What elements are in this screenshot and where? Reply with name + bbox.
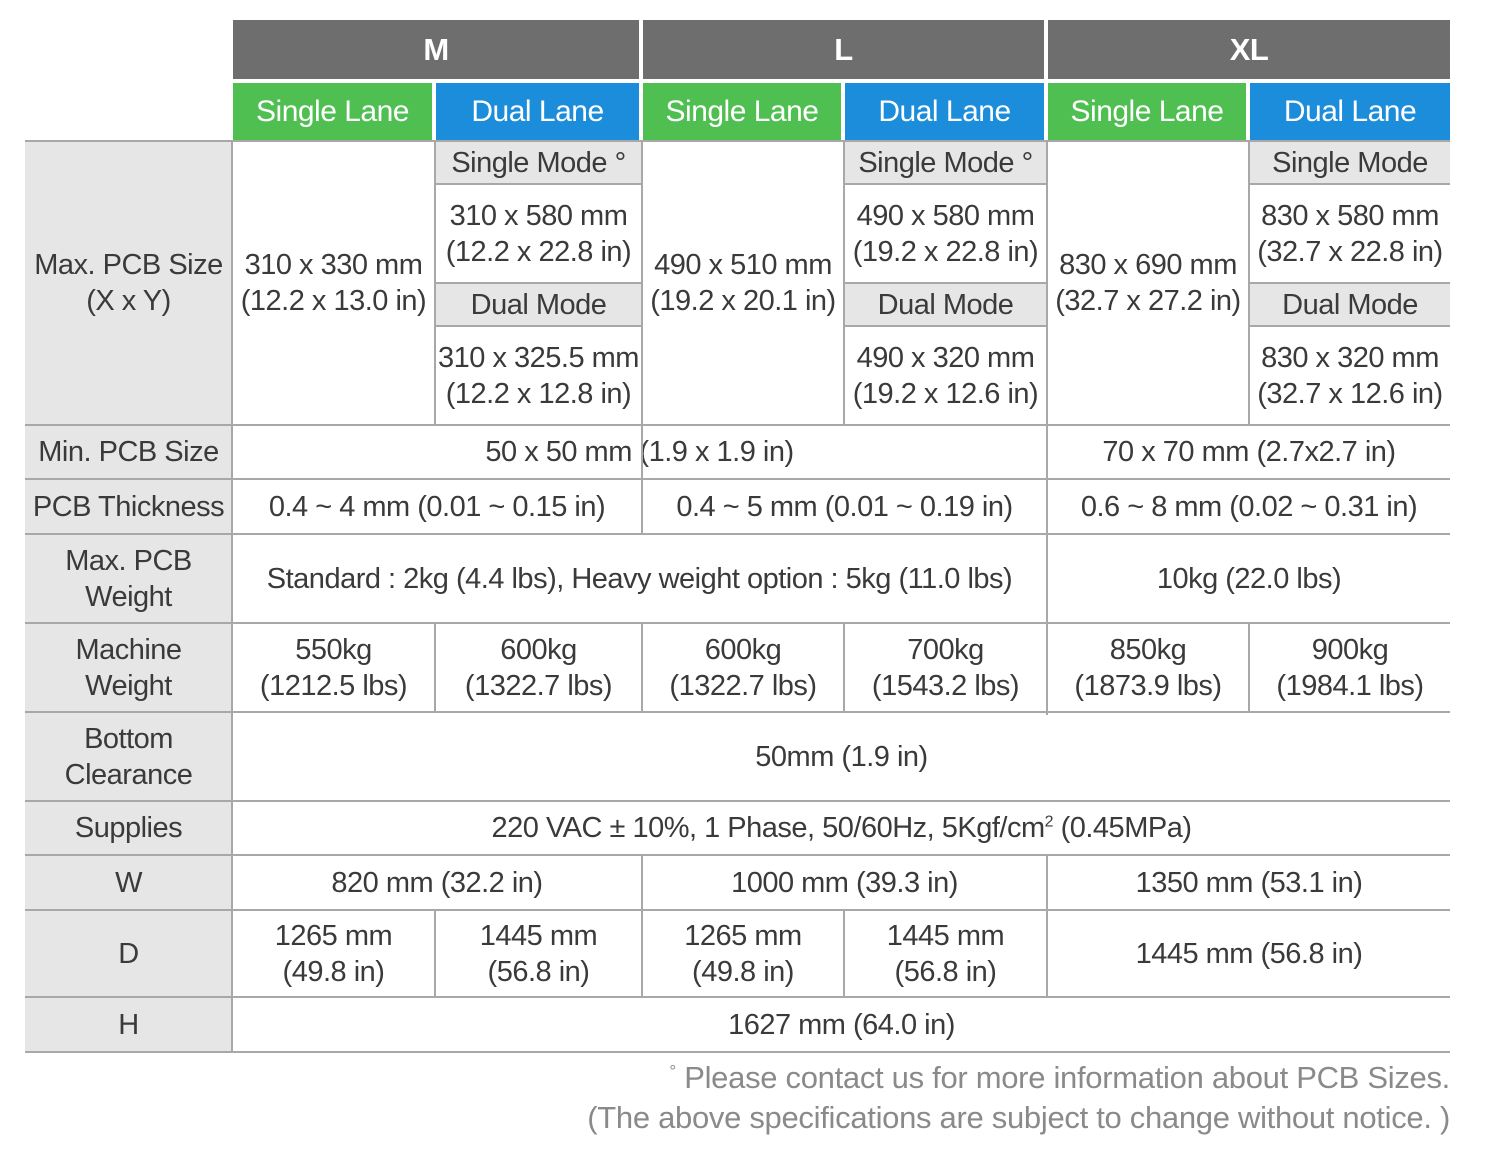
row-label-d: D [25, 911, 232, 996]
row-label-pcb-thickness: PCB Thickness [25, 480, 232, 533]
footnote-pcb-sizes: ° Please contact us for more information… [669, 1060, 1450, 1095]
thickness-m: 0.4 ~ 4 mm (0.01 ~ 0.15 in) [233, 480, 641, 533]
row-label-min-pcb-size: Min. PCB Size [25, 426, 232, 478]
machine-weight-l-dual: 700kg (1543.2 lbs) [845, 624, 1046, 711]
max-pcb-m-dual-dual-mode: 310 x 325.5 mm (12.2 x 12.8 in) [436, 327, 641, 424]
grid-line [25, 478, 1450, 480]
grid-line [641, 854, 643, 998]
h-value: 1627 mm (64.0 in) [233, 998, 1450, 1051]
w-m: 820 mm (32.2 in) [233, 856, 641, 909]
max-pcb-xl-single: 830 x 690 mm (32.7 x 27.2 in) [1048, 142, 1248, 424]
max-pcb-m-dual-single-mode-label: Single Mode ° [436, 142, 641, 183]
grid-line [25, 909, 1450, 911]
thickness-l: 0.4 ~ 5 mm (0.01 ~ 0.19 in) [643, 480, 1046, 533]
max-weight-xl: 10kg (22.0 lbs) [1048, 535, 1450, 622]
thickness-xl: 0.6 ~ 8 mm (0.02 ~ 0.31 in) [1048, 480, 1450, 533]
max-pcb-xl-dual-single-mode-label: Single Mode [1250, 142, 1450, 183]
grid-line [25, 711, 1450, 713]
grid-line [25, 996, 1450, 998]
w-xl: 1350 mm (53.1 in) [1048, 856, 1450, 909]
lane-header-l-single: Single Lane [643, 83, 841, 140]
grid-line [843, 183, 1046, 185]
lane-header-m-single: Single Lane [233, 83, 432, 140]
grid-line [843, 282, 1046, 284]
grid-line [25, 140, 1450, 142]
max-pcb-l-dual-dual-mode: 490 x 320 mm (19.2 x 12.6 in) [845, 327, 1046, 424]
machine-weight-m-dual: 600kg (1322.7 lbs) [436, 624, 641, 711]
max-pcb-l-single: 490 x 510 mm (19.2 x 20.1 in) [643, 142, 843, 424]
row-label-h: H [25, 998, 232, 1051]
grid-line [434, 282, 641, 284]
grid-line [843, 140, 845, 426]
d-xl: 1445 mm (56.8 in) [1048, 911, 1450, 996]
max-pcb-l-dual-single-mode: 490 x 580 mm (19.2 x 22.8 in) [845, 185, 1046, 282]
row-label-supplies: Supplies [25, 802, 232, 854]
max-pcb-xl-dual-dual-mode-label: Dual Mode [1250, 284, 1450, 325]
max-pcb-l-dual-dual-mode-label: Dual Mode [845, 284, 1046, 325]
grid-line [1248, 183, 1450, 185]
row-label-w: W [25, 856, 232, 909]
grid-line [25, 424, 1450, 426]
min-pcb-xl: 70 x 70 mm (2.7x2.7 in) [1048, 426, 1450, 478]
supplies-value: 220 VAC ± 10%, 1 Phase, 50/60Hz, 5Kgf/cm… [233, 802, 1450, 854]
grid-line [641, 622, 643, 713]
row-label-bottom-clearance: Bottom Clearance [25, 713, 232, 800]
lane-header-m-dual: Dual Lane [436, 83, 639, 140]
min-pcb-m-l: 50 x 50 mm (1.9 x 1.9 in) [233, 426, 1046, 478]
grid-line [641, 478, 643, 535]
grid-line [843, 909, 845, 998]
grid-line [1248, 140, 1250, 426]
lane-header-xl-single: Single Lane [1048, 83, 1246, 140]
machine-weight-m-single: 550kg (1212.5 lbs) [233, 624, 434, 711]
grid-line [1248, 325, 1450, 327]
bottom-clearance-value: 50mm (1.9 in) [233, 713, 1450, 800]
grid-line [231, 140, 233, 1053]
grid-line [1248, 282, 1450, 284]
group-header-xl: XL [1048, 20, 1450, 79]
grid-line [434, 622, 436, 713]
grid-line [843, 325, 1046, 327]
max-pcb-xl-dual-dual-mode: 830 x 320 mm (32.7 x 12.6 in) [1250, 327, 1450, 424]
grid-line [434, 140, 436, 426]
grid-line [1046, 140, 1048, 715]
machine-weight-l-single: 600kg (1322.7 lbs) [643, 624, 843, 711]
grid-line [25, 800, 1450, 802]
row-label-machine-weight: Machine Weight [25, 624, 232, 711]
grid-line [641, 140, 643, 478]
grid-line [1248, 622, 1250, 713]
machine-weight-xl-single: 850kg (1873.9 lbs) [1048, 624, 1248, 711]
d-l-single: 1265 mm (49.8 in) [643, 911, 843, 996]
max-pcb-m-single: 310 x 330 mm (12.2 x 13.0 in) [233, 142, 434, 424]
machine-weight-xl-dual: 900kg (1984.1 lbs) [1250, 624, 1450, 711]
w-l: 1000 mm (39.3 in) [643, 856, 1046, 909]
lane-header-l-dual: Dual Lane [845, 83, 1044, 140]
d-m-single: 1265 mm (49.8 in) [233, 911, 434, 996]
grid-line [843, 622, 845, 713]
d-l-dual: 1445 mm (56.8 in) [845, 911, 1046, 996]
grid-line [434, 183, 641, 185]
row-label-max-pcb-size: Max. PCB Size (X x Y) [25, 142, 232, 424]
grid-line [25, 1051, 1450, 1053]
grid-line [434, 325, 641, 327]
max-pcb-l-dual-single-mode-label: Single Mode ° [845, 142, 1046, 183]
grid-line [1046, 854, 1048, 998]
group-header-m: M [233, 20, 639, 79]
footnote-specs-change: (The above specifications are subject to… [587, 1100, 1450, 1135]
d-m-dual: 1445 mm (56.8 in) [436, 911, 641, 996]
lane-header-xl-dual: Dual Lane [1250, 83, 1450, 140]
grid-line [25, 622, 1450, 624]
grid-line [25, 854, 1450, 856]
max-pcb-m-dual-single-mode: 310 x 580 mm (12.2 x 22.8 in) [436, 185, 641, 282]
max-weight-m-l: Standard : 2kg (4.4 lbs), Heavy weight o… [233, 535, 1046, 622]
grid-line [434, 909, 436, 998]
group-header-l: L [643, 20, 1044, 79]
grid-line [25, 533, 1450, 535]
row-label-max-pcb-weight: Max. PCB Weight [25, 535, 232, 622]
max-pcb-m-dual-dual-mode-label: Dual Mode [436, 284, 641, 325]
max-pcb-xl-dual-single-mode: 830 x 580 mm (32.7 x 22.8 in) [1250, 185, 1450, 282]
